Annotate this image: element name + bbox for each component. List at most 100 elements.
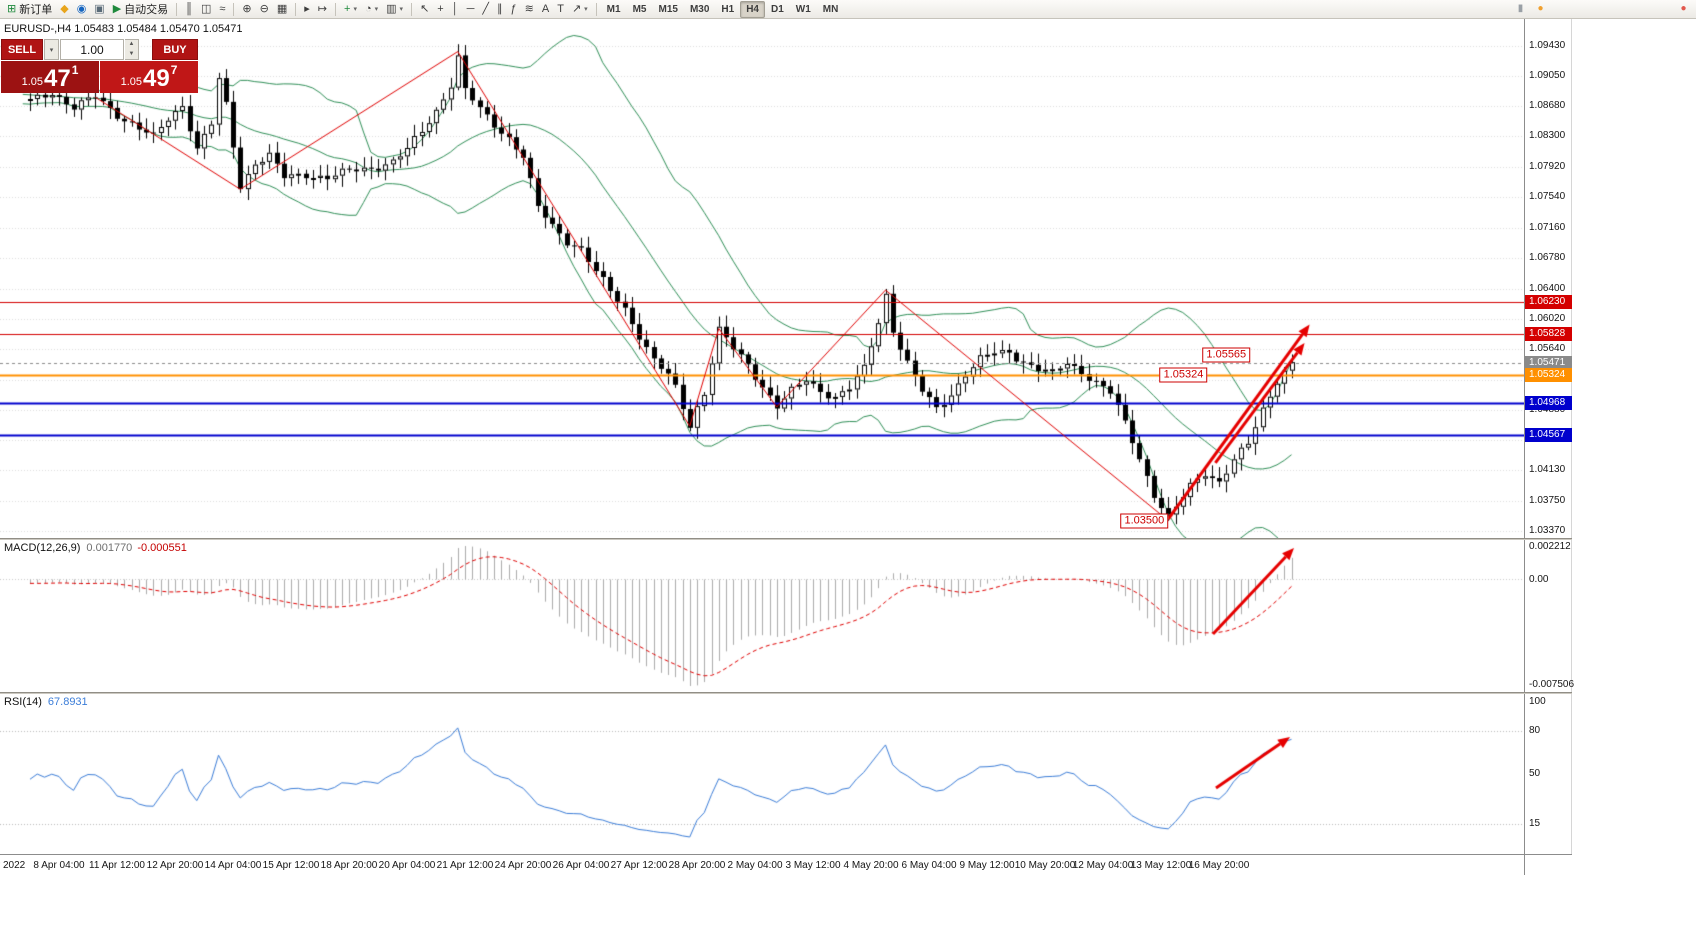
timeframe-h1[interactable]: H1 <box>721 3 735 15</box>
price-axis-label: 1.03370 <box>1529 525 1566 536</box>
price-axis-label: 1.09050 <box>1529 70 1566 81</box>
notification-icon[interactable]: ● <box>1680 3 1687 14</box>
volume-preset-button[interactable]: ▾ <box>44 39 59 60</box>
zoom-in-icon: ⊕ <box>242 2 252 15</box>
new-order-icon: ⊞ <box>7 2 17 15</box>
price-axis-label: 1.07540 <box>1529 191 1566 202</box>
timeframe-m30[interactable]: M30 <box>689 3 710 15</box>
hline-price-tag: 1.06230 <box>1525 295 1572 309</box>
new-order-button[interactable]: ⊞ 新订单 <box>3 1 56 18</box>
market-watch-button[interactable]: ◉ <box>73 1 91 18</box>
label-icon: T <box>557 2 564 15</box>
templates-button[interactable]: ▥ ▾ <box>382 1 407 18</box>
arrows-button[interactable]: ↗ ▾ <box>568 1 592 18</box>
auto-scroll-icon: ▸ <box>304 2 310 15</box>
navigator-button[interactable]: ▣ <box>90 1 108 18</box>
indicators-icon: + <box>344 2 351 15</box>
autotrading-button[interactable]: ▶ 自动交易 <box>109 1 172 18</box>
timeframe-m1[interactable]: M1 <box>606 3 621 15</box>
price-axis-label: 1.07160 <box>1529 222 1566 233</box>
volume-up-button[interactable]: ▲ <box>128 41 135 47</box>
price-axis: 1.09430 1.09050 1.08680 1.08300 1.07920 1.075… <box>1525 19 1572 538</box>
timeframe-m5[interactable]: M5 <box>632 3 647 15</box>
macd-signal-value: -0.000551 <box>137 542 187 554</box>
macd-axis: 0.002212 0.00 -0.007506 <box>1525 540 1574 692</box>
buy-button[interactable]: BUY <box>152 39 198 60</box>
arrows-icon: ↗ <box>571 2 582 15</box>
zoom-out-icon: ⊖ <box>259 2 269 15</box>
horizontal-line-icon: ─ <box>466 2 475 15</box>
buy-price-display[interactable]: 1.05 49 7 <box>100 61 198 93</box>
macd-panel-splitter[interactable] <box>0 538 1572 540</box>
auto-scroll-button[interactable]: ▸ <box>300 1 314 18</box>
price-callout[interactable]: 1.05565 <box>1202 347 1251 363</box>
time-axis-label: 21 Apr 12:00 <box>436 860 494 871</box>
time-axis-label: 8 Apr 04:00 <box>33 860 85 871</box>
connection-status-icon[interactable]: ▮ <box>1517 3 1524 14</box>
metaquotes-button[interactable]: ◆ <box>56 1 72 18</box>
metaquotes-icon: ◆ <box>60 2 69 15</box>
volume-down-button[interactable]: ▼ <box>128 50 135 57</box>
time-axis-label: 16 May 20:00 <box>1188 860 1250 871</box>
hline-price-tag: 1.05828 <box>1525 327 1572 341</box>
volume-input[interactable] <box>60 39 124 60</box>
time-axis-label: 6 May 04:00 <box>901 860 957 871</box>
hline-price-tag: 1.04567 <box>1525 428 1572 442</box>
rsi-axis: 100 80 50 15 <box>1525 694 1572 854</box>
current-price-tag: 1.05471 <box>1525 356 1572 370</box>
rsi-canvas[interactable] <box>0 694 1524 854</box>
zoom-out-button[interactable]: ⊖ <box>256 1 273 18</box>
line-chart-button[interactable]: ≈ <box>215 1 229 18</box>
rsi-axis-label: 15 <box>1529 818 1541 829</box>
shapes-icon: ≋ <box>524 2 534 15</box>
text-button[interactable]: A <box>538 1 553 18</box>
chevron-down-icon: ▾ <box>584 6 588 13</box>
chevron-down-icon: ▾ <box>49 46 54 54</box>
price-axis-label: 1.06780 <box>1529 252 1566 263</box>
price-chart-canvas[interactable] <box>0 19 1524 538</box>
price-axis-label: 1.03750 <box>1529 495 1566 506</box>
indicators-button[interactable]: + ▾ <box>340 1 361 18</box>
timeframe-m15[interactable]: M15 <box>658 3 678 15</box>
shapes-button[interactable]: ≋ <box>521 1 538 18</box>
bar-chart-icon: ║ <box>185 2 193 15</box>
horizontal-line-button[interactable]: ─ <box>463 1 479 18</box>
label-button[interactable]: T <box>553 1 568 18</box>
rsi-name: RSI(14) <box>4 696 42 708</box>
channel-button[interactable]: ∥ <box>493 1 507 18</box>
trendline-button[interactable]: ╱ <box>478 1 493 18</box>
price-callout[interactable]: 1.03500 <box>1120 513 1169 529</box>
toolbar-separator <box>176 2 178 16</box>
one-click-trading-panel: SELL ▾ ▲ ▼ BUY 1.05 47 1 1.05 49 7 <box>1 39 198 93</box>
trendline-icon: ╱ <box>482 2 490 15</box>
sell-button[interactable]: SELL <box>1 39 43 60</box>
fibonacci-button[interactable]: ƒ <box>507 1 521 18</box>
navigator-icon: ▣ <box>94 2 105 15</box>
volume-stepper: ▲ ▼ <box>125 39 139 60</box>
chart-shift-icon: ↦ <box>317 2 328 15</box>
macd-name: MACD(12,26,9) <box>4 542 81 554</box>
bar-chart-button[interactable]: ║ <box>181 1 197 18</box>
periods-button[interactable]: ◔ ▾ <box>361 1 382 18</box>
chevron-down-icon: ▾ <box>399 6 404 13</box>
cursor-button[interactable]: ↖ <box>416 1 433 18</box>
time-axis-label: 14 Apr 04:00 <box>204 860 262 871</box>
templates-icon: ▥ <box>386 2 397 15</box>
tile-windows-button[interactable]: ▦ <box>273 1 291 18</box>
new-order-button-label: 新订单 <box>19 4 53 16</box>
timeframe-d1[interactable]: D1 <box>770 3 784 15</box>
rsi-panel-splitter[interactable] <box>0 692 1572 694</box>
macd-canvas[interactable] <box>0 540 1524 692</box>
timeframe-h4[interactable]: H4 <box>740 0 765 18</box>
candlestick-chart-button[interactable]: ◫ <box>197 1 215 18</box>
timeframe-w1[interactable]: W1 <box>795 3 811 15</box>
crosshair-button[interactable]: + <box>433 1 447 18</box>
rsi-axis-label: 50 <box>1529 768 1541 779</box>
community-icon[interactable]: ● <box>1537 3 1544 14</box>
price-callout[interactable]: 1.05324 <box>1159 367 1208 383</box>
timeframe-mn[interactable]: MN <box>822 3 839 15</box>
sell-price-display[interactable]: 1.05 47 1 <box>1 61 99 93</box>
chart-shift-button[interactable]: ↦ <box>314 1 331 18</box>
zoom-in-button[interactable]: ⊕ <box>238 1 255 18</box>
vertical-line-button[interactable]: │ <box>448 1 463 18</box>
